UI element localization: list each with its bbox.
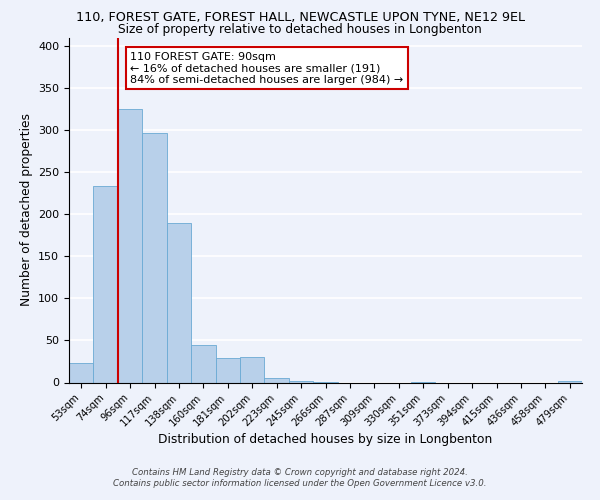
Bar [142,132,167,382]
Bar [167,222,191,382]
Bar [69,363,94,382]
Bar [94,186,118,382]
Bar [118,109,142,382]
Bar [191,346,215,383]
Y-axis label: Number of detached properties: Number of detached properties [20,114,32,306]
Bar [557,381,582,382]
Text: 110 FOREST GATE: 90sqm
← 16% of detached houses are smaller (191)
84% of semi-de: 110 FOREST GATE: 90sqm ← 16% of detached… [130,52,403,85]
Text: Size of property relative to detached houses in Longbenton: Size of property relative to detached ho… [118,22,482,36]
X-axis label: Distribution of detached houses by size in Longbenton: Distribution of detached houses by size … [158,434,493,446]
Bar [265,378,289,382]
Text: Contains HM Land Registry data © Crown copyright and database right 2024.
Contai: Contains HM Land Registry data © Crown c… [113,468,487,487]
Bar [240,358,265,382]
Text: 110, FOREST GATE, FOREST HALL, NEWCASTLE UPON TYNE, NE12 9EL: 110, FOREST GATE, FOREST HALL, NEWCASTLE… [76,12,524,24]
Bar [289,381,313,382]
Bar [215,358,240,382]
